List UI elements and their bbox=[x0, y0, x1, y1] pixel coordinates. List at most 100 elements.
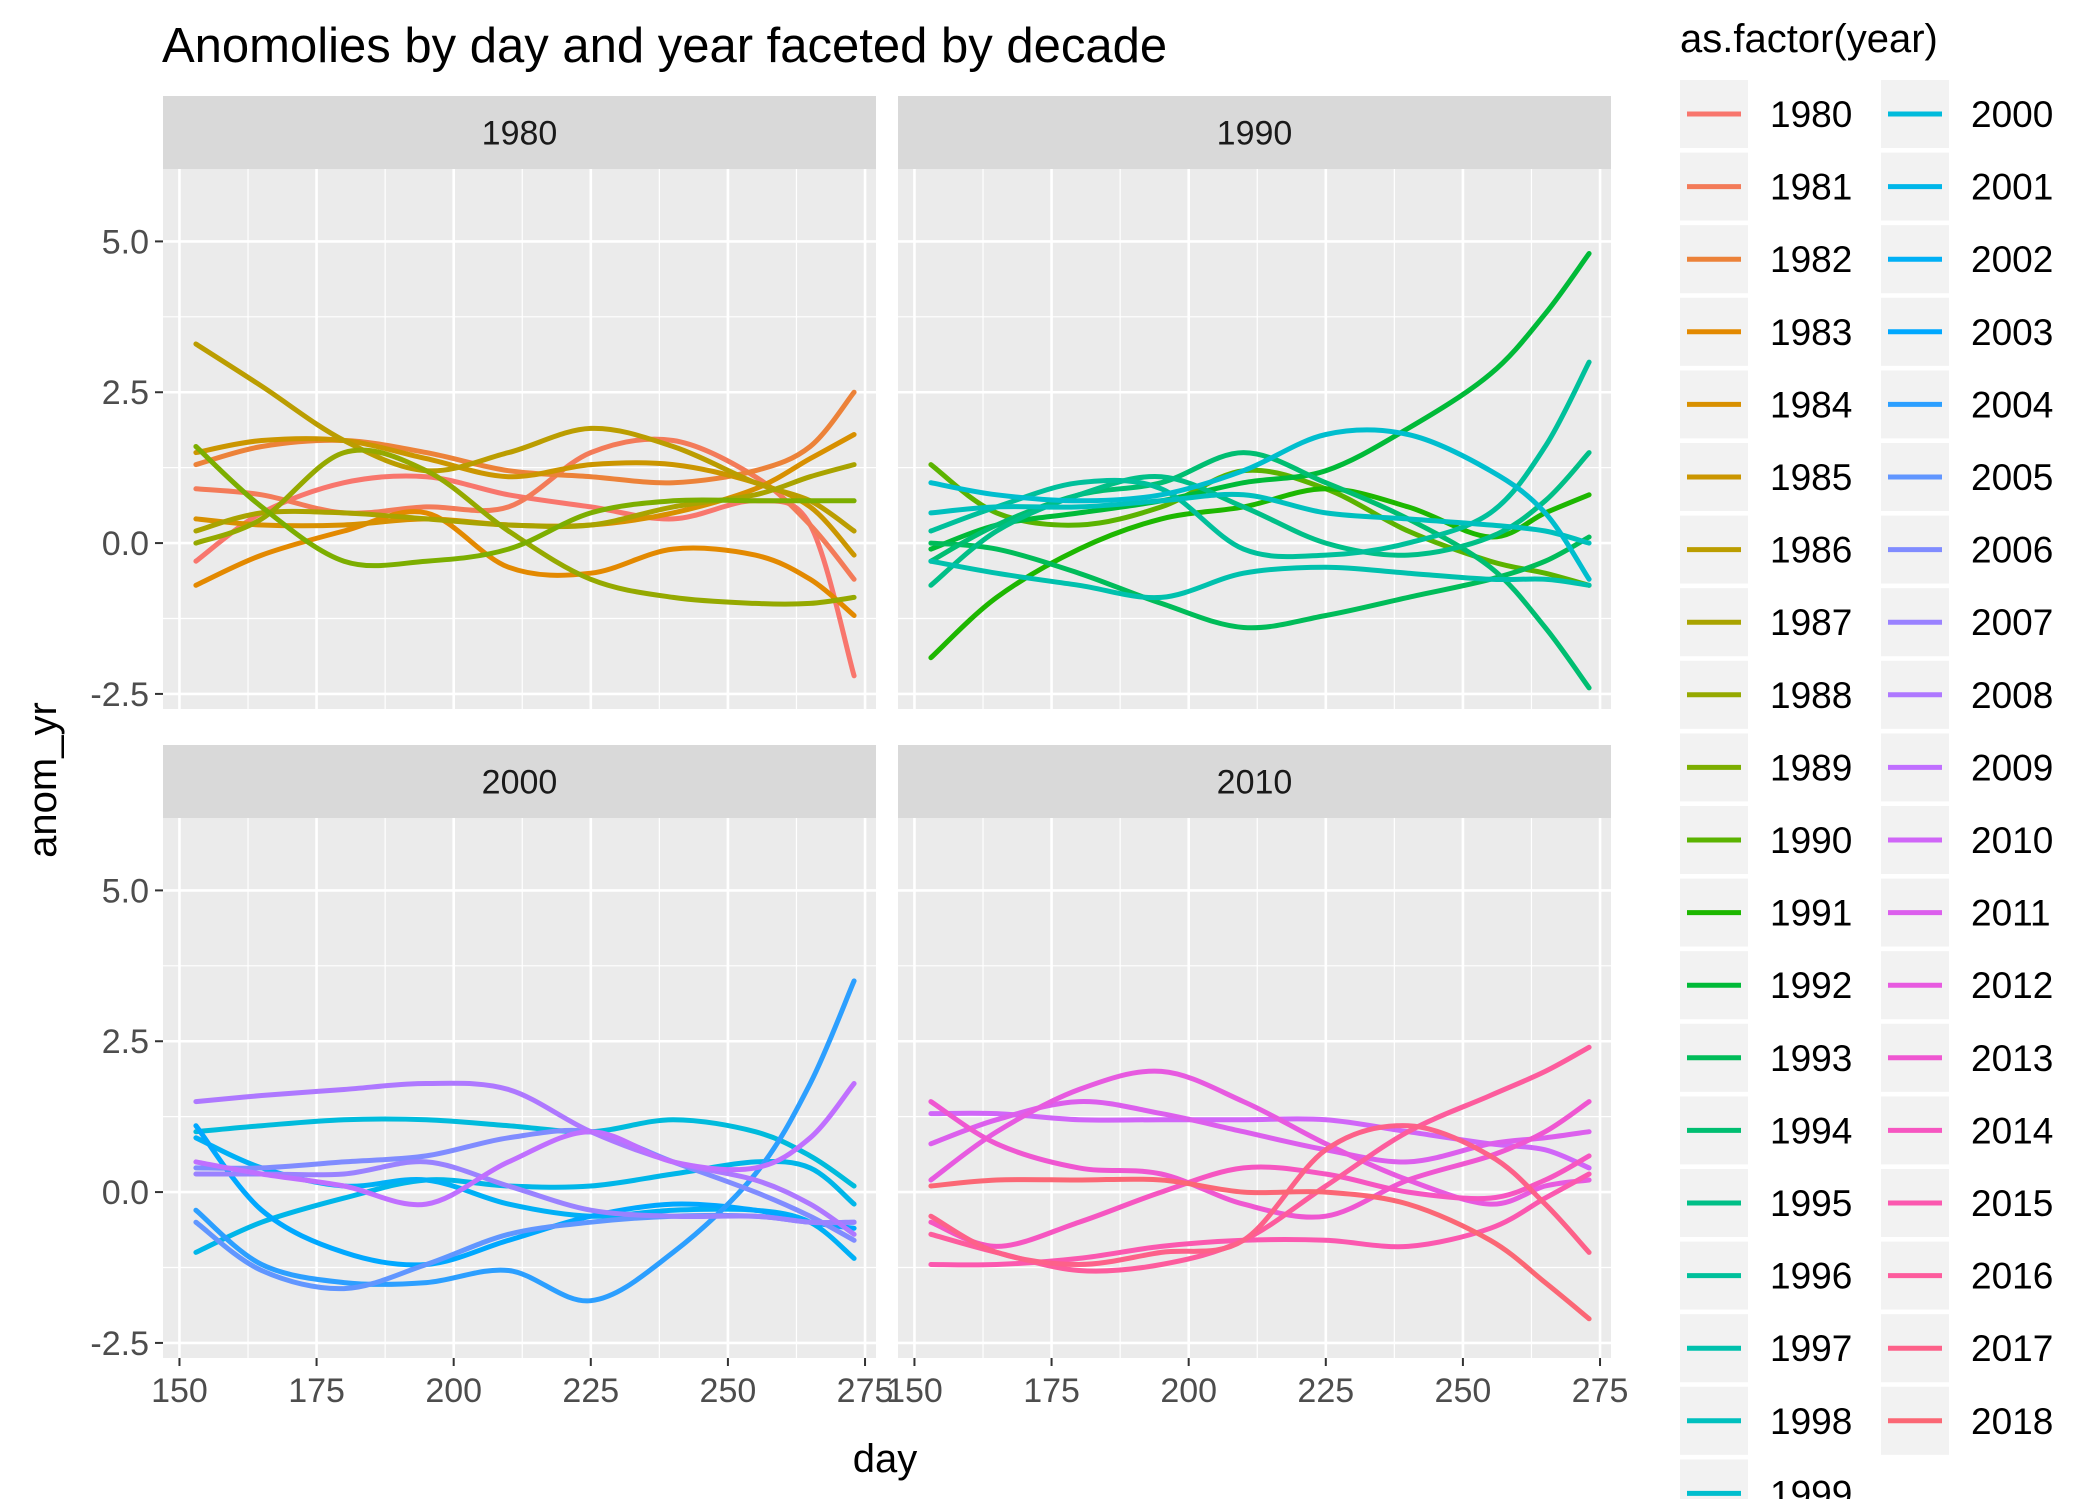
x-tick-label: 250 bbox=[700, 1372, 757, 1410]
y-tick-label: -2.5 bbox=[90, 676, 149, 714]
legend-label: 1999 bbox=[1770, 1473, 1852, 1499]
legend-title: as.factor(year) bbox=[1680, 17, 1938, 61]
legend-item-1986: 1986 bbox=[1680, 515, 1852, 584]
legend-items: 1980 1981 1982 1983 1984 1985 1986 1987 1988 1989… bbox=[1680, 80, 2053, 1499]
legend-item-1994: 1994 bbox=[1680, 1096, 1852, 1165]
legend-item-2003: 2003 bbox=[1881, 297, 2053, 366]
series-line-2007 bbox=[193, 1159, 857, 1226]
legend-label: 1983 bbox=[1770, 312, 1852, 353]
x-tick-label: 225 bbox=[562, 1372, 619, 1410]
facet-panels: 1980 -2.5 0.0 2.5 5.0 1990 2000 -2.5 0.0 2.5 5.0 15… bbox=[90, 96, 1628, 1410]
facet-panel-2010: 2010 150 175 200 225 250 275 bbox=[886, 745, 1628, 1410]
legend-label: 1991 bbox=[1770, 893, 1852, 934]
legend-label: 1998 bbox=[1770, 1401, 1852, 1442]
legend-label: 2001 bbox=[1971, 167, 2053, 208]
x-tick-label: 225 bbox=[1297, 1372, 1354, 1410]
facet-panel-1980: 1980 -2.5 0.0 2.5 5.0 bbox=[90, 96, 876, 714]
legend-label: 2007 bbox=[1971, 602, 2053, 643]
series-line-1986 bbox=[193, 341, 857, 534]
series-line-1992 bbox=[928, 251, 1592, 552]
legend-item-2012: 2012 bbox=[1881, 951, 2053, 1020]
series-line-2006 bbox=[193, 1127, 857, 1243]
legend-item-2010: 2010 bbox=[1881, 806, 2053, 874]
facet-panel-1990: 1990 bbox=[898, 96, 1611, 709]
series-line-2009 bbox=[193, 1081, 857, 1208]
legend-label: 1987 bbox=[1770, 602, 1852, 643]
legend-label: 1995 bbox=[1770, 1183, 1852, 1224]
legend-label: 1996 bbox=[1770, 1256, 1852, 1297]
series-line-1981 bbox=[193, 436, 857, 582]
series-line-1996 bbox=[928, 359, 1592, 560]
series-line-2003 bbox=[193, 1123, 857, 1268]
series-line-2018 bbox=[928, 1176, 1592, 1322]
legend-label: 1981 bbox=[1770, 167, 1852, 208]
series-line-1993 bbox=[928, 534, 1592, 631]
facet-strip bbox=[163, 96, 876, 169]
y-tick-label: 2.5 bbox=[102, 1023, 149, 1061]
legend-label: 1994 bbox=[1770, 1110, 1852, 1151]
legend-item-2014: 2014 bbox=[1881, 1096, 2053, 1165]
y-tick-label: -2.5 bbox=[90, 1325, 149, 1363]
legend-item-2008: 2008 bbox=[1881, 660, 2053, 729]
facet-strip bbox=[898, 745, 1611, 818]
x-tick-label: 275 bbox=[1572, 1372, 1629, 1410]
series-line-1998 bbox=[928, 491, 1592, 546]
legend-label: 2015 bbox=[1971, 1183, 2053, 1224]
legend-label: 2006 bbox=[1971, 530, 2053, 571]
legend-item-2006: 2006 bbox=[1881, 515, 2053, 584]
legend-item-1981: 1981 bbox=[1680, 152, 1852, 221]
legend-item-1985: 1985 bbox=[1680, 443, 1852, 511]
legend-label: 2016 bbox=[1971, 1256, 2053, 1297]
legend-item-1982: 1982 bbox=[1680, 225, 1852, 294]
x-tick-label: 250 bbox=[1435, 1372, 1492, 1410]
legend-item-2007: 2007 bbox=[1881, 588, 2053, 657]
legend-item-2015: 2015 bbox=[1881, 1169, 2053, 1237]
facet-strip bbox=[898, 96, 1611, 169]
chart-title: Anomolies by day and year faceted by dec… bbox=[162, 19, 1167, 73]
facet-strip-label: 2010 bbox=[1217, 764, 1293, 802]
legend-item-1992: 1992 bbox=[1680, 951, 1852, 1020]
legend-label: 2013 bbox=[1971, 1038, 2053, 1079]
legend-item-1987: 1987 bbox=[1680, 588, 1852, 657]
legend-label: 2018 bbox=[1971, 1401, 2053, 1442]
legend-item-2002: 2002 bbox=[1881, 225, 2053, 294]
x-tick-label: 200 bbox=[425, 1372, 482, 1410]
legend-label: 2000 bbox=[1971, 94, 2053, 135]
legend-item-1998: 1998 bbox=[1680, 1386, 1852, 1455]
legend-item-2000: 2000 bbox=[1881, 80, 2053, 148]
legend-label: 2017 bbox=[1971, 1328, 2053, 1369]
series-line-2017 bbox=[928, 1123, 1592, 1267]
y-tick-label: 5.0 bbox=[102, 872, 149, 910]
legend-item-2005: 2005 bbox=[1881, 443, 2053, 511]
legend-item-1997: 1997 bbox=[1680, 1314, 1852, 1383]
series-line-1990 bbox=[928, 462, 1592, 588]
legend: as.factor(year) 1980 1981 1982 1983 1984 1985… bbox=[1680, 17, 2053, 1499]
legend-item-1989: 1989 bbox=[1680, 733, 1852, 802]
legend-item-2001: 2001 bbox=[1881, 152, 2053, 221]
y-tick-label: 2.5 bbox=[102, 374, 149, 412]
series-line-2008 bbox=[193, 1080, 857, 1237]
legend-item-1999: 1999 bbox=[1680, 1459, 1852, 1499]
legend-label: 1989 bbox=[1770, 747, 1852, 788]
y-tick-label: 0.0 bbox=[102, 1174, 149, 1212]
legend-item-1983: 1983 bbox=[1680, 297, 1852, 366]
legend-label: 2005 bbox=[1971, 457, 2053, 498]
legend-item-1993: 1993 bbox=[1680, 1023, 1852, 1092]
legend-item-2011: 2011 bbox=[1881, 878, 2051, 947]
legend-label: 2014 bbox=[1971, 1110, 2053, 1151]
legend-item-1996: 1996 bbox=[1680, 1241, 1852, 1310]
legend-label: 1982 bbox=[1770, 239, 1852, 280]
legend-item-1988: 1988 bbox=[1680, 660, 1852, 729]
series-line-1997 bbox=[928, 558, 1592, 601]
legend-item-2018: 2018 bbox=[1881, 1386, 2053, 1455]
legend-label: 2004 bbox=[1971, 384, 2053, 425]
y-tick-label: 0.0 bbox=[102, 525, 149, 563]
facet-strip-label: 1980 bbox=[482, 115, 558, 153]
legend-item-2009: 2009 bbox=[1881, 733, 2053, 802]
series-line-1989 bbox=[193, 444, 857, 569]
x-tick-label: 150 bbox=[886, 1372, 943, 1410]
legend-item-1995: 1995 bbox=[1680, 1169, 1852, 1237]
legend-label: 2009 bbox=[1971, 747, 2053, 788]
legend-item-1984: 1984 bbox=[1680, 370, 1852, 439]
legend-item-1991: 1991 bbox=[1680, 878, 1852, 947]
